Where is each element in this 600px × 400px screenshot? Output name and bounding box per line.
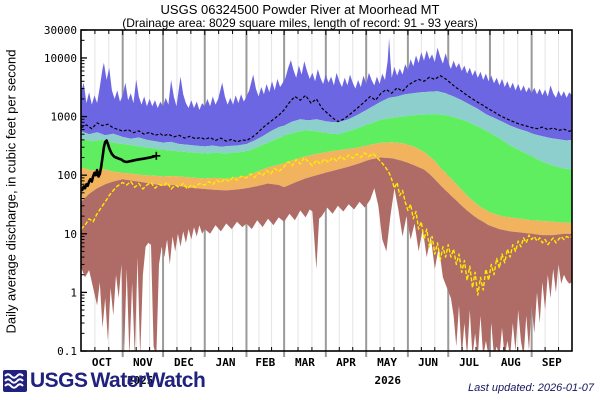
line-mean_daily	[81, 74, 572, 143]
x-month-label: NOV	[133, 356, 153, 369]
y-tick-label: 1000	[51, 111, 78, 124]
x-month-label: MAR	[295, 356, 315, 369]
line-yellow_dashed	[81, 152, 572, 296]
band-1-area	[81, 91, 572, 170]
x-month-label: OCT	[92, 356, 112, 369]
x-month-label: DEC	[174, 356, 194, 369]
chart-title: USGS 06324500 Powder River at Moorhead M…	[160, 2, 440, 17]
band-4-area	[81, 157, 572, 351]
x-month-label: MAY	[377, 356, 397, 369]
x-month-label: SEP	[542, 356, 562, 369]
band-2-area	[81, 114, 572, 223]
y-tick-label: 10000	[44, 52, 77, 65]
logo-usgs-label: USGS	[30, 369, 88, 392]
usgs-waterwatch-logo[interactable]: USGS WaterWatch	[3, 369, 206, 393]
x-month-label: FEB	[255, 356, 275, 369]
x-month-label: APR	[336, 356, 356, 369]
last-updated-label: Last updated: 2026-01-07	[468, 382, 594, 394]
x-month-label: JUL	[459, 356, 479, 369]
y-tick-label: 30000	[44, 24, 77, 37]
plot-border	[80, 29, 573, 352]
line-current	[81, 139, 157, 192]
x-month-label: JAN	[216, 356, 236, 369]
y-tick-label: 0.1	[57, 345, 77, 358]
logo-waterwatch-label: WaterWatch	[90, 369, 206, 392]
usgs-wave-icon	[3, 370, 27, 392]
band-0-area	[81, 37, 572, 147]
y-tick-label: 100	[57, 169, 77, 182]
x-month-label: AUG	[501, 356, 521, 369]
x-year-label: 2025	[127, 374, 154, 387]
chart-subtitle: (Drainage area: 8029 square miles, lengt…	[122, 16, 478, 30]
x-year-label: 2026	[374, 374, 401, 387]
x-month-label: JUN	[418, 356, 438, 369]
y-tick-label: 10	[64, 228, 77, 241]
y-tick-label: 1	[70, 286, 77, 299]
